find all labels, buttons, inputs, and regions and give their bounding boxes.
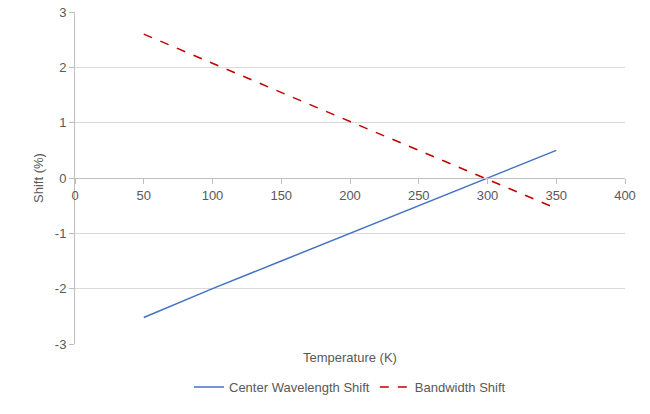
svg-text:Shift (%): Shift (%) [31, 153, 46, 203]
svg-text:Center Wavelength Shift: Center Wavelength Shift [229, 380, 370, 395]
svg-text:0: 0 [59, 171, 66, 186]
svg-text:350: 350 [545, 188, 567, 203]
svg-text:2: 2 [59, 60, 66, 75]
svg-text:0: 0 [71, 188, 78, 203]
svg-text:-2: -2 [55, 281, 67, 296]
svg-text:200: 200 [339, 188, 361, 203]
svg-text:100: 100 [202, 188, 224, 203]
svg-text:3: 3 [59, 5, 66, 20]
svg-text:300: 300 [477, 188, 499, 203]
svg-text:150: 150 [270, 188, 292, 203]
svg-text:-1: -1 [55, 226, 67, 241]
svg-text:400: 400 [614, 188, 636, 203]
svg-text:-3: -3 [55, 337, 67, 352]
svg-text:250: 250 [408, 188, 430, 203]
svg-text:Bandwidth Shift: Bandwidth Shift [415, 380, 506, 395]
svg-text:50: 50 [137, 188, 151, 203]
svg-text:Temperature (K): Temperature (K) [303, 350, 397, 365]
svg-text:1: 1 [59, 115, 66, 130]
